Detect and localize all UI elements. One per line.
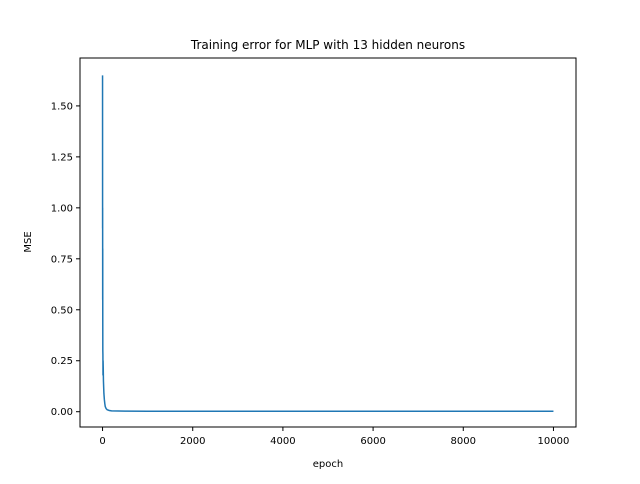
y-tick-label: 1.25: [51, 152, 73, 163]
x-tick-label: 8000: [451, 436, 476, 447]
axes-frame: [79, 57, 577, 428]
x-tick-label: 4000: [270, 436, 295, 447]
x-tick-label: 6000: [360, 436, 385, 447]
x-tick-label: 0: [99, 436, 105, 447]
y-axis: 0.00 0.25 0.50 0.75 1.00 1.25 1.50: [51, 101, 80, 418]
y-tick-label: 0.25: [51, 356, 73, 367]
y-tick-label: 0.50: [51, 305, 73, 316]
y-tick-label: 0.75: [51, 254, 73, 265]
series-line-0: [101, 75, 554, 413]
y-axis-label: MSE: [23, 231, 34, 252]
chart-title: Training error for MLP with 13 hidden ne…: [190, 38, 465, 52]
x-tick-label: 10000: [538, 436, 570, 447]
y-tick-label: 0.00: [51, 407, 73, 418]
x-tick-label: 2000: [180, 436, 205, 447]
x-axis: 0 2000 4000 6000 8000 10000: [99, 427, 569, 447]
plot-content: [101, 75, 554, 413]
x-axis-label: epoch: [313, 459, 343, 470]
y-tick-label: 1.00: [51, 203, 73, 214]
y-tick-label: 1.50: [51, 101, 73, 112]
